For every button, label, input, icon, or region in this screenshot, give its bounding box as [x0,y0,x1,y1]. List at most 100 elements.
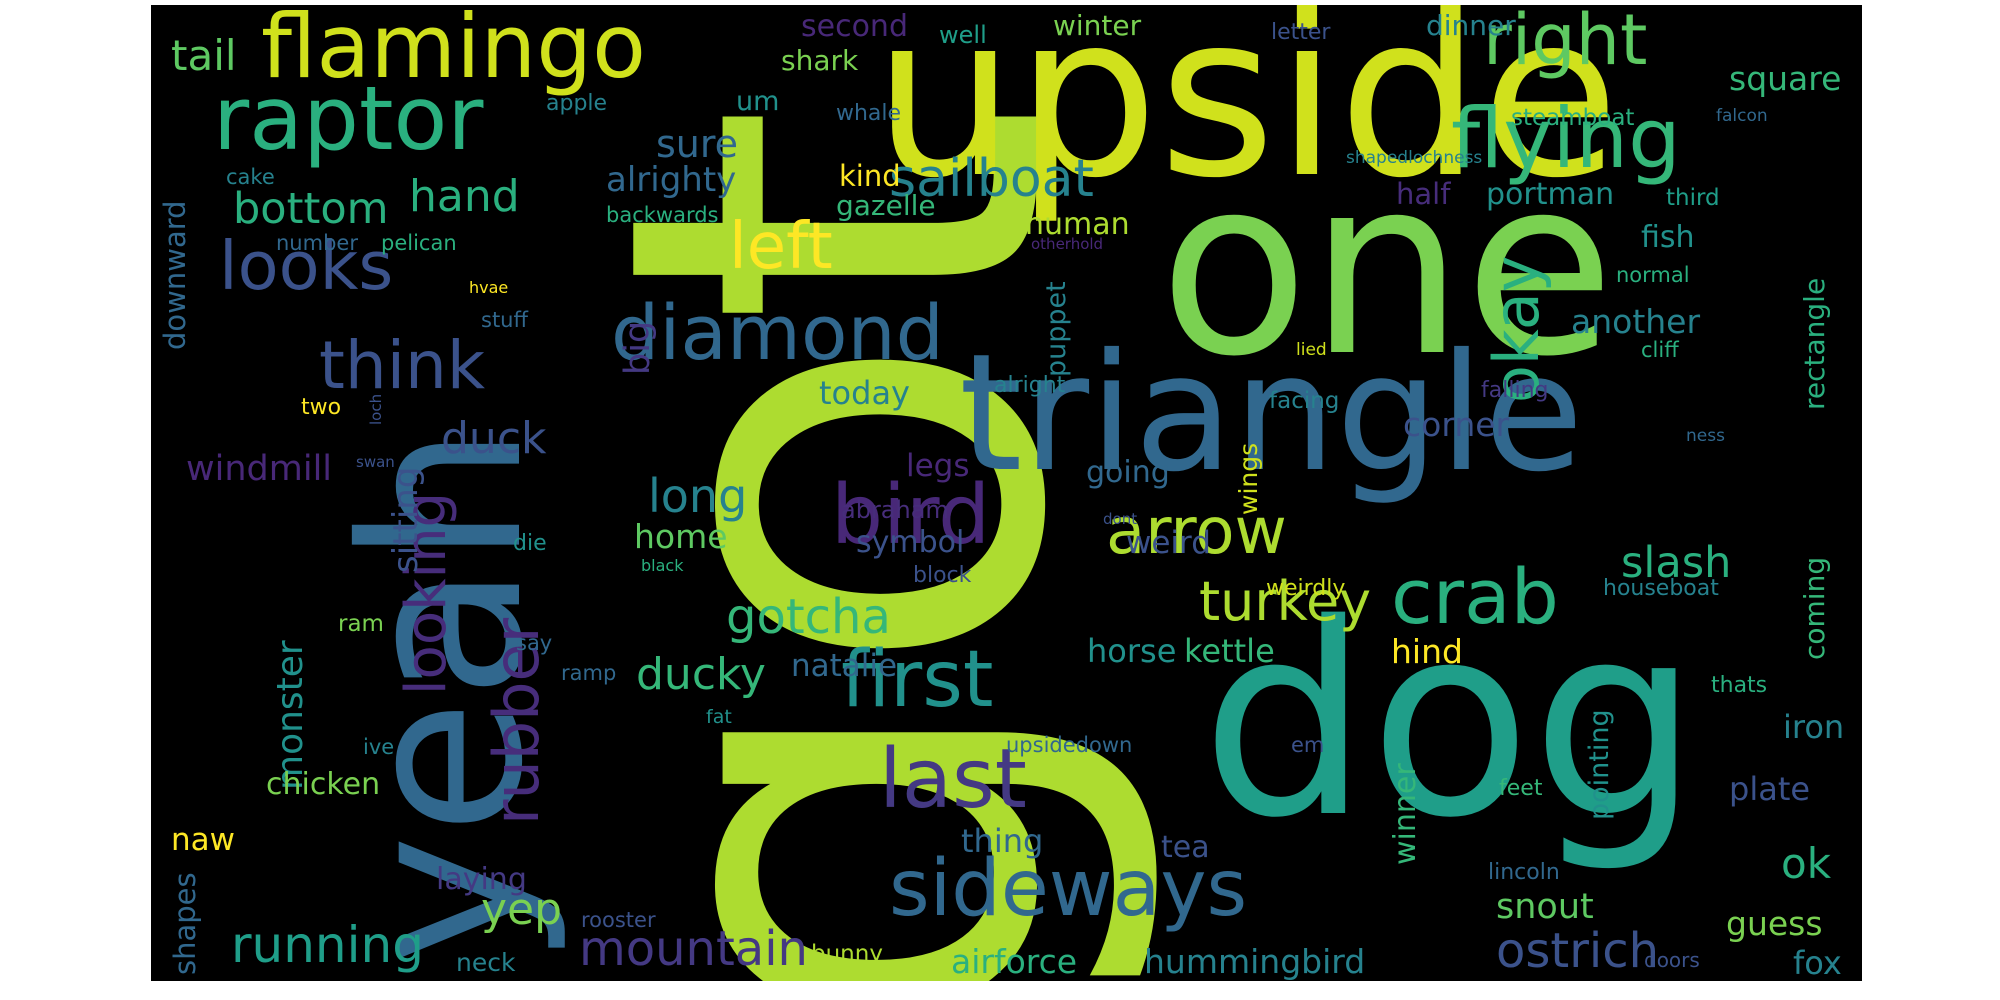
word: airforce [951,942,1078,981]
word: ducky [636,649,766,700]
word: bird [831,468,991,563]
word: fat [706,706,732,728]
word: dog [1201,568,1700,876]
word: triangle [959,320,1584,508]
word: laying [436,862,527,897]
word: block [913,563,972,588]
word: backwards [606,203,719,227]
word: dinner [1426,9,1516,42]
word: weirdly [1266,576,1346,601]
word: lincoln [1488,860,1560,885]
word: apple [546,91,608,116]
word: thing [961,822,1044,860]
word: sideways [889,844,1248,934]
word: symbol [856,525,965,560]
word: two [301,395,342,420]
word: pointing [1584,709,1615,820]
word: hvae [469,278,509,297]
word: long [648,469,748,523]
word: home [634,517,728,556]
word: shark [781,44,859,77]
word: winter [1053,9,1142,42]
word: say [516,631,553,655]
word: arrow [1106,495,1287,569]
word: hind [1391,632,1463,671]
word: portman [1486,177,1615,212]
word: first [841,635,994,725]
word: ness [1686,426,1725,446]
word: mountain [579,921,808,977]
word: legs [906,448,970,484]
word: diamond [611,288,944,377]
word: guess [1726,904,1823,943]
word: letter [1271,20,1331,45]
word: naw [171,822,235,858]
word: yep [481,884,563,935]
word: doors [1644,948,1700,972]
word: um [736,86,780,117]
word: whale [836,101,902,126]
word: human [1025,207,1130,242]
word: bottom [233,184,389,234]
word: puppet [1041,281,1072,377]
word: sitting [386,466,426,573]
word: alrighty [606,160,737,200]
word: houseboat [1603,576,1719,601]
word: fox [1793,944,1842,981]
word: flying [1451,90,1681,187]
word: second [801,9,908,44]
word: steamboat [1511,105,1635,131]
word: ive [363,735,395,759]
word: bunny [811,941,883,967]
word: ramp [561,661,617,685]
word: left [729,210,833,284]
word-cloud: got upside one yeah triangle dog flaming… [151,5,1862,981]
word: flamingo [261,5,646,98]
word: half [1396,177,1451,211]
word: gazelle [836,189,936,222]
word: last [879,732,1027,827]
word: facing [1269,388,1340,414]
word: downward [158,200,192,350]
word: windmill [186,449,333,489]
word: natalie [791,648,898,684]
word: sailboat [889,149,1094,209]
word: winner [1388,763,1423,865]
word: kind [839,159,901,193]
word: dont [1103,510,1138,528]
word: one [1159,125,1615,410]
word: crab [1391,552,1559,641]
word: cliff [1641,338,1679,362]
word: upsidedown [1006,733,1133,757]
word: normal [1616,263,1690,287]
word: stuff [481,308,528,332]
word: well [939,21,987,49]
word: square [1729,59,1842,98]
word: fish [1641,220,1695,255]
word: hummingbird [1144,942,1366,981]
word: tea [1161,830,1210,865]
word: big [618,320,658,375]
word: slash [1621,538,1732,588]
word: pelican [381,231,457,255]
word: third [1666,185,1720,211]
word: rectangle [1798,277,1831,410]
word: neck [456,948,516,977]
word: snout [1496,887,1594,927]
word: falling [1481,378,1549,403]
word: running [231,916,424,974]
word: thats [1711,673,1768,698]
word: swan [356,453,395,471]
word: plate [1729,770,1811,808]
word: duck [441,413,547,464]
word: rooster [581,908,656,932]
word: otherhold [1031,235,1104,253]
word: raptor [213,67,484,170]
word: looks [219,227,394,305]
word: feet [1499,776,1543,801]
word: number [276,231,358,255]
word: right [1483,5,1648,81]
word: lied [1296,340,1327,360]
word: black [641,556,684,575]
word: die [513,531,547,556]
